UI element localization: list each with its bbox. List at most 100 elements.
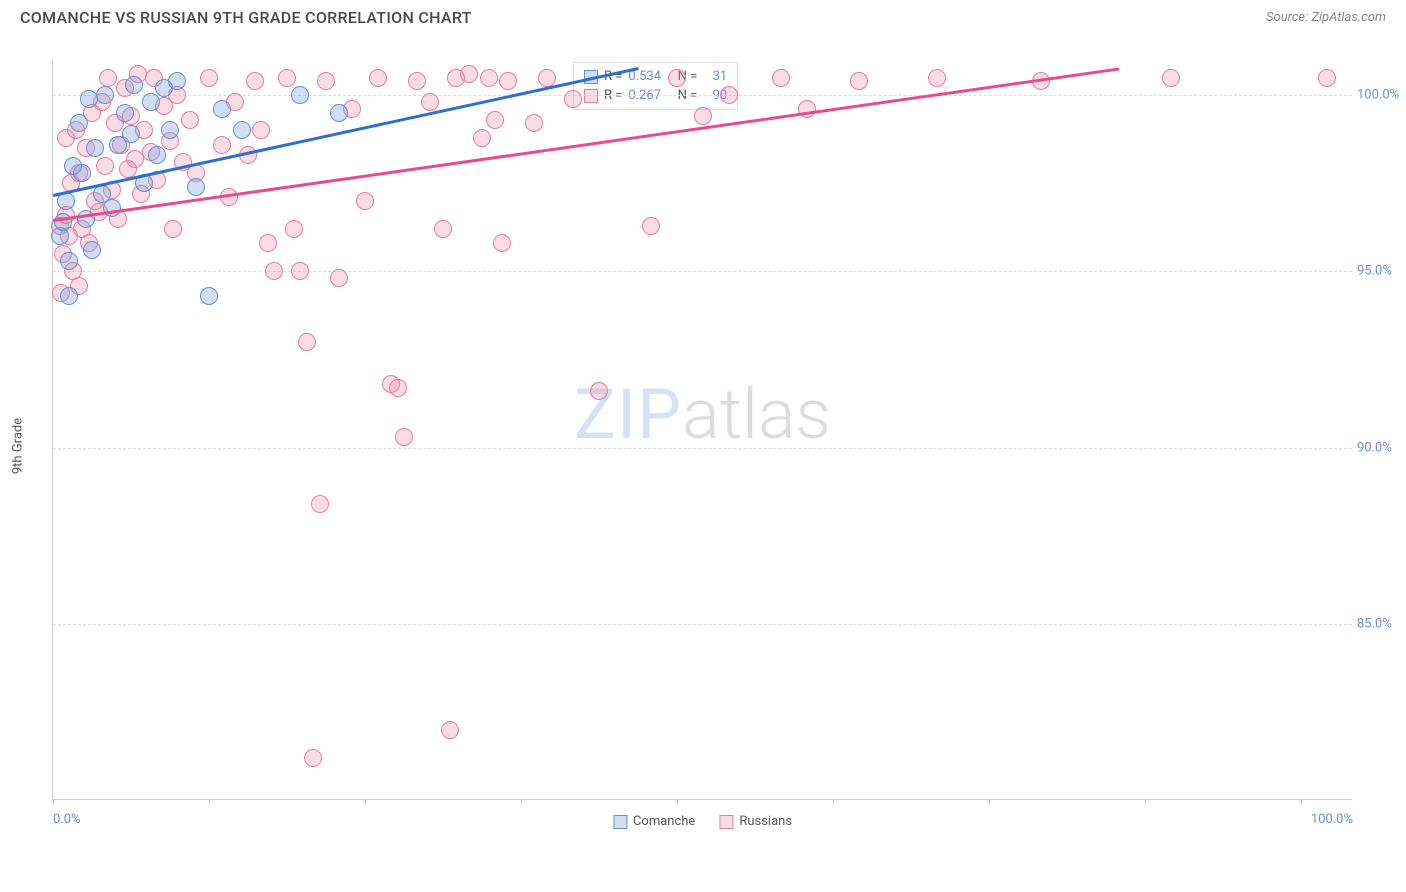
data-point bbox=[356, 192, 374, 210]
data-point bbox=[421, 93, 439, 111]
data-point bbox=[213, 100, 231, 118]
data-point bbox=[246, 72, 264, 90]
data-point bbox=[103, 199, 121, 217]
legend-label: Russians bbox=[739, 814, 792, 829]
data-point bbox=[798, 100, 816, 118]
data-point bbox=[694, 107, 712, 125]
legend-label: Comanche bbox=[633, 814, 695, 829]
x-tick bbox=[209, 799, 210, 805]
data-point bbox=[928, 69, 946, 87]
gridline bbox=[53, 624, 1352, 625]
data-point bbox=[96, 157, 114, 175]
data-point bbox=[83, 241, 101, 259]
data-point bbox=[525, 114, 543, 132]
data-point bbox=[99, 69, 117, 87]
data-point bbox=[148, 146, 166, 164]
correlation-stats-box: R =0.534 N =31R =0.267 N =90 bbox=[573, 62, 738, 110]
x-tick bbox=[53, 799, 54, 805]
data-point bbox=[642, 217, 660, 235]
data-point bbox=[278, 69, 296, 87]
stat-n-value: 31 bbox=[703, 69, 727, 84]
data-point bbox=[70, 114, 88, 132]
gridline bbox=[53, 448, 1352, 449]
data-point bbox=[408, 72, 426, 90]
y-tick-label: 90.0% bbox=[1357, 440, 1406, 455]
data-point bbox=[77, 210, 95, 228]
gridline bbox=[53, 271, 1352, 272]
data-point bbox=[125, 76, 143, 94]
data-point bbox=[60, 252, 78, 270]
data-point bbox=[538, 69, 556, 87]
y-tick-label: 100.0% bbox=[1357, 88, 1406, 103]
data-point bbox=[668, 69, 686, 87]
x-tick bbox=[677, 799, 678, 805]
legend-bottom: Comanche Russians bbox=[613, 814, 792, 829]
data-point bbox=[116, 104, 134, 122]
data-point bbox=[317, 72, 335, 90]
data-point bbox=[181, 111, 199, 129]
data-point bbox=[233, 121, 251, 139]
data-point bbox=[564, 90, 582, 108]
data-point bbox=[252, 121, 270, 139]
watermark-atlas: atlas bbox=[682, 374, 831, 456]
data-point bbox=[213, 136, 231, 154]
data-point bbox=[291, 262, 309, 280]
data-point bbox=[330, 104, 348, 122]
data-point bbox=[96, 86, 114, 104]
legend-swatch bbox=[719, 815, 733, 829]
data-point bbox=[259, 234, 277, 252]
y-axis-label: 9th Grade bbox=[11, 418, 26, 474]
data-point bbox=[480, 69, 498, 87]
data-point bbox=[1162, 69, 1180, 87]
data-point bbox=[499, 72, 517, 90]
data-point bbox=[60, 287, 78, 305]
data-point bbox=[493, 234, 511, 252]
header: COMANCHE VS RUSSIAN 9TH GRADE CORRELATIO… bbox=[0, 0, 1406, 31]
y-tick-label: 95.0% bbox=[1357, 264, 1406, 279]
data-point bbox=[86, 139, 104, 157]
data-point bbox=[298, 333, 316, 351]
data-point bbox=[142, 93, 160, 111]
data-point bbox=[122, 125, 140, 143]
data-point bbox=[200, 287, 218, 305]
stat-r-value: 0.534 bbox=[628, 69, 668, 84]
x-tick-label: 100.0% bbox=[1311, 812, 1353, 827]
data-point bbox=[590, 382, 608, 400]
data-point bbox=[161, 121, 179, 139]
data-point bbox=[187, 178, 205, 196]
watermark: ZIPatlas bbox=[574, 374, 831, 456]
data-point bbox=[473, 129, 491, 147]
legend-item: Comanche bbox=[613, 814, 695, 829]
source-attribution: Source: ZipAtlas.com bbox=[1266, 10, 1386, 25]
data-point bbox=[291, 86, 309, 104]
x-tick bbox=[1145, 799, 1146, 805]
data-point bbox=[164, 220, 182, 238]
gridline bbox=[53, 95, 1352, 96]
data-point bbox=[168, 72, 186, 90]
x-tick bbox=[989, 799, 990, 805]
y-tick-label: 85.0% bbox=[1357, 616, 1406, 631]
legend-swatch bbox=[613, 815, 627, 829]
x-tick bbox=[521, 799, 522, 805]
data-point bbox=[330, 269, 348, 287]
data-point bbox=[395, 428, 413, 446]
data-point bbox=[200, 69, 218, 87]
x-tick bbox=[833, 799, 834, 805]
x-tick bbox=[1301, 799, 1302, 805]
x-tick-label: 0.0% bbox=[53, 812, 81, 827]
data-point bbox=[434, 220, 452, 238]
data-point bbox=[772, 69, 790, 87]
data-point bbox=[73, 164, 91, 182]
source-prefix: Source: bbox=[1266, 10, 1311, 25]
data-point bbox=[304, 749, 322, 767]
data-point bbox=[285, 220, 303, 238]
x-tick bbox=[365, 799, 366, 805]
data-point bbox=[311, 495, 329, 513]
data-point bbox=[720, 86, 738, 104]
data-point bbox=[460, 65, 478, 83]
legend-item: Russians bbox=[719, 814, 792, 829]
data-point bbox=[441, 721, 459, 739]
data-point bbox=[389, 379, 407, 397]
data-point bbox=[850, 72, 868, 90]
data-point bbox=[486, 111, 504, 129]
